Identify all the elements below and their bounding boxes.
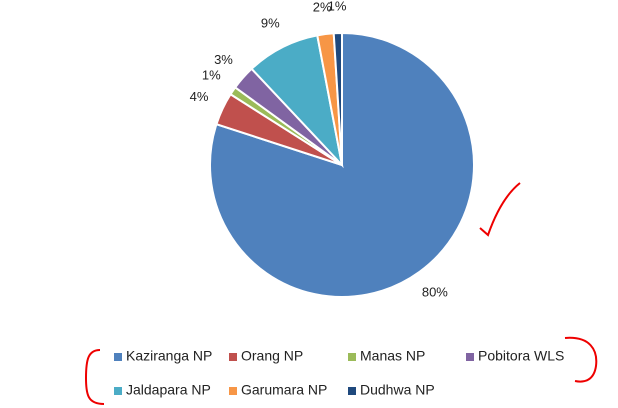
- legend-swatch: [229, 353, 237, 361]
- legend-swatch: [466, 353, 474, 361]
- check-annotation: [479, 182, 521, 237]
- legend-swatch: [114, 387, 122, 395]
- data-label: 9%: [261, 16, 280, 31]
- data-label: 4%: [190, 89, 209, 104]
- legend-swatch: [348, 387, 356, 395]
- data-label: 1%: [328, 0, 347, 14]
- legend-label: Dudhwa NP: [360, 382, 435, 398]
- legend-swatch: [229, 387, 237, 395]
- data-label: 80%: [422, 284, 448, 299]
- legend-label: Kaziranga NP: [126, 348, 212, 364]
- legend-label: Manas NP: [360, 348, 425, 364]
- bracket-annotation: [564, 336, 598, 383]
- legend-swatch: [348, 353, 356, 361]
- data-label: 2%: [313, 0, 332, 15]
- legend-label: Pobitora WLS: [478, 348, 564, 364]
- bracket-annotation: [84, 349, 105, 405]
- legend-label: Jaldapara NP: [126, 382, 211, 398]
- pie-slice: [332, 31, 343, 166]
- data-label: 3%: [214, 52, 233, 67]
- legend-label: Garumara NP: [241, 382, 327, 398]
- legend-swatch: [114, 353, 122, 361]
- legend-label: Orang NP: [241, 348, 303, 364]
- data-label: 1%: [202, 68, 221, 83]
